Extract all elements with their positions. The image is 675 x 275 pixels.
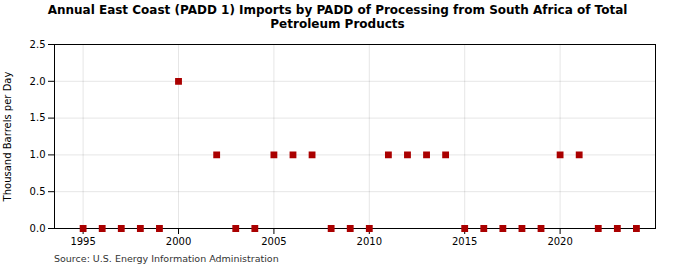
svg-text:0.5: 0.5	[30, 186, 46, 197]
svg-text:2000: 2000	[166, 235, 191, 246]
svg-text:2.5: 2.5	[30, 38, 46, 49]
html-text:Annual East Coast (PADD 1) Imp: Annual East Coast (PADD 1) Imports by PA…	[47, 3, 628, 32]
svg-text:1.5: 1.5	[30, 112, 46, 123]
html-text:Source: U.S. Energy Informatio: Source: U.S. Energy Information Administ…	[54, 252, 279, 264]
svg-text:2015: 2015	[452, 235, 477, 246]
svg-text:2005: 2005	[261, 235, 286, 246]
svg-text:0.0: 0.0	[30, 222, 46, 233]
svg-text:1.0: 1.0	[30, 149, 46, 160]
svg-text:1995: 1995	[70, 235, 95, 246]
svg-text:2010: 2010	[357, 235, 382, 246]
svg-text:2020: 2020	[547, 235, 572, 246]
svg-text:Thousand Barrels per Day: Thousand Barrels per Day	[2, 71, 13, 202]
svg-text:2.0: 2.0	[30, 75, 46, 86]
